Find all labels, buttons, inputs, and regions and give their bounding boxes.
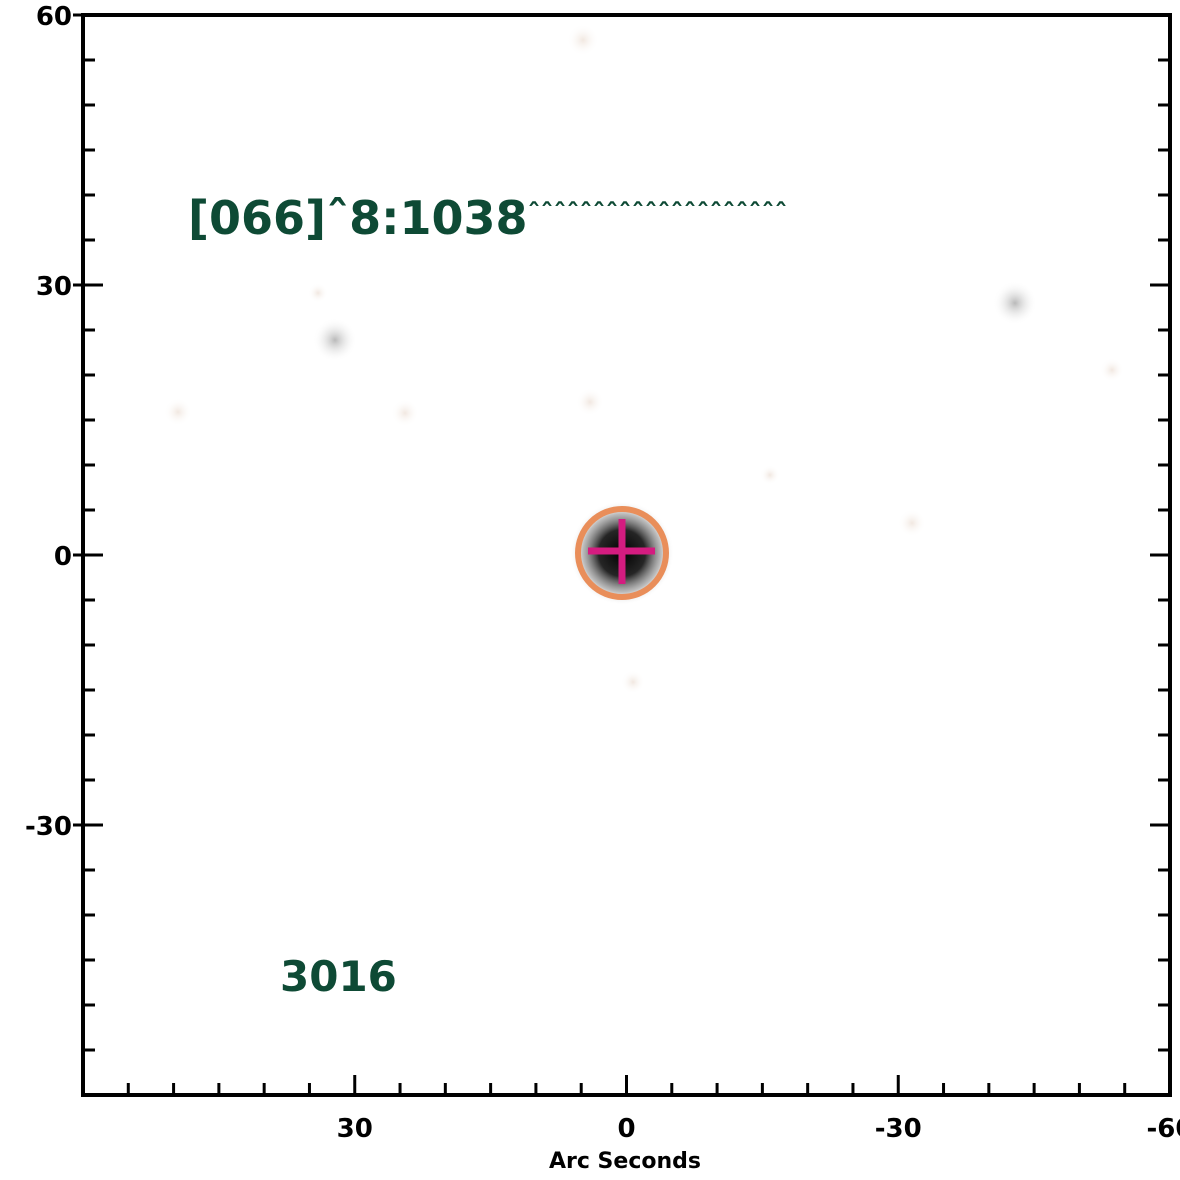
y-tick-label: 0 <box>54 542 72 572</box>
faint-source <box>308 283 328 303</box>
faint-source <box>898 509 926 537</box>
crosshair-marker <box>588 519 655 584</box>
x-tick-label: 0 <box>617 1114 635 1144</box>
y-tick-label: 30 <box>36 272 72 302</box>
x-tick-label: -30 <box>875 1114 922 1144</box>
object-id-text: [066]ˆ8:1038 <box>188 191 528 245</box>
y-tick-label: -30 <box>25 812 72 842</box>
faint-source <box>391 399 419 427</box>
sky-image <box>164 24 1124 694</box>
faint-source <box>164 398 192 426</box>
object-number-label: 3016 <box>280 952 397 1001</box>
faint-source <box>621 670 645 694</box>
y-tick-label: 60 <box>36 2 72 32</box>
faint-source <box>576 388 604 416</box>
target-circle-marker <box>575 506 669 600</box>
object-id-tail: ˆˆˆˆˆˆˆˆˆˆˆˆˆˆˆˆˆˆˆˆ <box>528 199 788 229</box>
x-axis-title: Arc Seconds <box>549 1149 701 1174</box>
object-id-label: [066]ˆ8:1038ˆˆˆˆˆˆˆˆˆˆˆˆˆˆˆˆˆˆˆˆ <box>188 191 788 245</box>
faint-source <box>993 281 1037 325</box>
faint-source <box>1100 358 1124 382</box>
x-tick-label: 30 <box>337 1114 373 1144</box>
faint-source <box>313 318 357 362</box>
axis-ticks <box>73 13 1170 1095</box>
faint-source <box>760 465 780 485</box>
faint-source <box>567 24 599 56</box>
axis-tick-labels: 30 0 -30 -60 60 30 0 -30 <box>25 2 1180 1144</box>
x-tick-label: -60 <box>1147 1114 1180 1144</box>
